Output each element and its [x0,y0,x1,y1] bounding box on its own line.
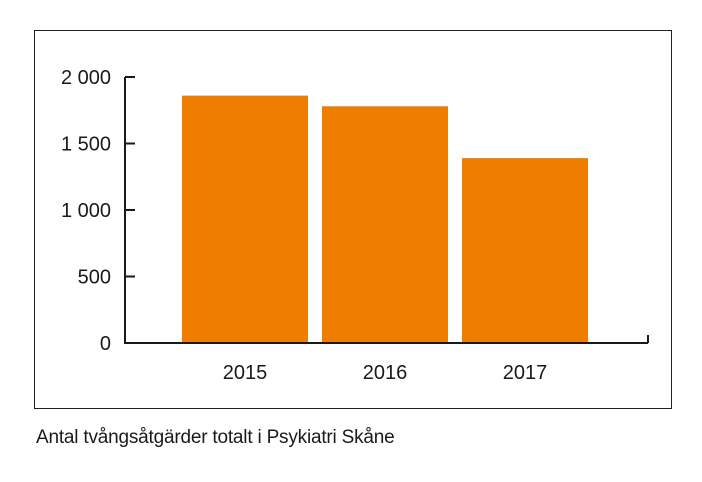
y-tick-label: 1 500 [61,134,111,156]
x-tick-label: 2017 [503,362,548,384]
x-tick-label: 2015 [223,362,268,384]
y-axis-ticks: 0 500 1 000 1 500 2 000 [61,67,135,355]
bar-2017 [462,158,588,343]
y-tick-label: 0 [100,333,111,355]
y-tick-label: 500 [78,267,111,289]
y-tick-label: 1 000 [61,200,111,222]
bars-group [182,95,588,344]
chart-frame [34,30,672,409]
y-tick-label: 2 000 [61,67,111,89]
bar-2015 [182,95,308,344]
bar-2016 [322,106,448,343]
x-tick-label: 2016 [363,362,408,384]
chart-caption: Antal tvångsåtgärder totalt i Psykiatri … [36,427,395,448]
x-axis-ticks: 2015 2016 2017 [223,335,649,384]
